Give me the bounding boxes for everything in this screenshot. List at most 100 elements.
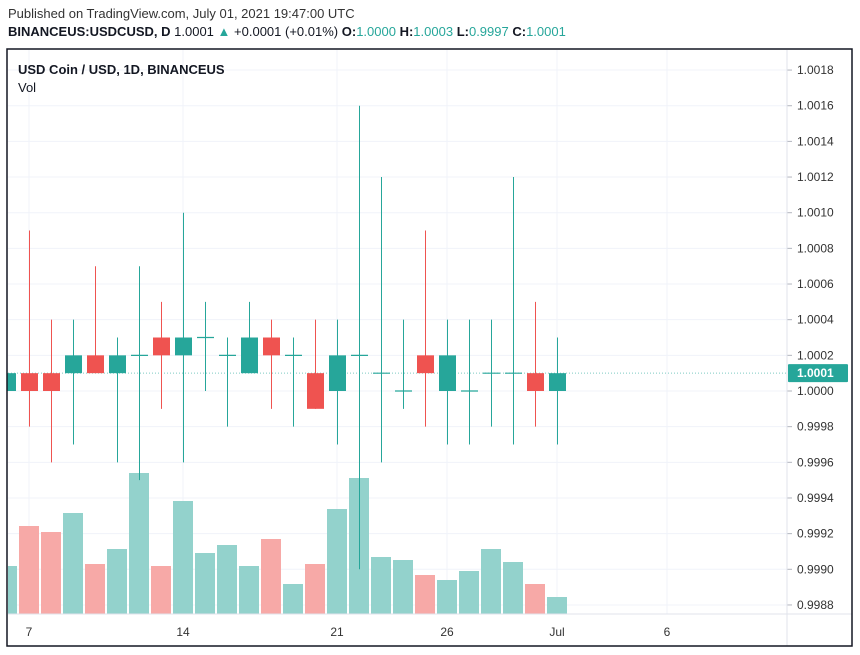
up-arrow-icon: ▲ — [217, 24, 231, 39]
candle — [241, 301, 258, 374]
y-tick-label: 0.9994 — [797, 491, 834, 505]
volume-bar — [151, 566, 171, 614]
candle-body — [527, 373, 544, 391]
x-tick-label: 7 — [26, 625, 33, 639]
x-tick-label: 6 — [664, 625, 671, 639]
x-tick-label: 14 — [176, 625, 190, 639]
volume-bar — [525, 584, 545, 614]
y-tick-label: 1.0016 — [797, 99, 834, 113]
candle-body — [307, 373, 324, 409]
last-price: 1.0001 — [174, 24, 214, 39]
y-tick-label: 1.0008 — [797, 241, 834, 255]
candle-body — [153, 337, 170, 356]
candle — [329, 319, 346, 445]
last-price-label: 1.0001 — [797, 366, 834, 380]
candle-body — [87, 355, 104, 374]
y-tick-label: 0.9992 — [797, 527, 834, 541]
volume-bar — [503, 562, 523, 614]
volume-bar — [261, 539, 281, 614]
candle — [153, 301, 170, 409]
grid — [8, 50, 787, 614]
y-tick-label: 0.9998 — [797, 420, 834, 434]
y-tick-label: 0.9988 — [797, 598, 834, 612]
volume-bar — [393, 560, 413, 614]
volume-bar — [547, 597, 567, 614]
y-tick-label: 1.0018 — [797, 63, 834, 77]
low-value: 0.9997 — [468, 24, 509, 39]
axes: 1.0018 1.0016 1.0014 1.0012 1.0010 1.0008 1.00… — [8, 50, 852, 646]
high-label: H: — [399, 24, 414, 39]
candle — [219, 337, 236, 427]
candle-body — [329, 355, 346, 391]
volume-bar — [8, 566, 17, 614]
high-value: 1.0003 — [413, 24, 454, 39]
y-tick-label: 1.0012 — [797, 170, 834, 184]
volume-bar — [217, 545, 237, 614]
y-tick-label: 0.9990 — [797, 562, 834, 576]
candle-body — [8, 373, 16, 391]
candle-body — [21, 373, 38, 391]
volume-bar — [63, 513, 83, 614]
candle-body — [43, 373, 60, 391]
change: +0.0001 (+0.01%) — [234, 24, 339, 39]
candle — [439, 319, 456, 445]
candle — [351, 105, 368, 570]
candle — [263, 319, 280, 409]
volume-bar — [327, 509, 347, 614]
candle-body — [439, 355, 456, 391]
volume-indicator-label[interactable]: Vol — [18, 80, 37, 95]
candle — [197, 301, 214, 391]
candle — [43, 319, 60, 463]
x-tick-label: 21 — [330, 625, 344, 639]
candle — [395, 319, 412, 409]
candle-body — [65, 355, 82, 374]
candle-body — [549, 373, 566, 391]
candle-body — [417, 355, 434, 374]
candle — [21, 230, 38, 427]
volume-bar — [415, 575, 435, 614]
candle — [87, 266, 104, 374]
chart-title: USD Coin / USD, 1D, BINANCEUS — [18, 62, 225, 77]
volume-bar — [107, 549, 127, 614]
volume-bars — [8, 473, 567, 614]
candle — [417, 230, 434, 427]
volume-bar — [305, 564, 325, 614]
candle-body — [109, 355, 126, 374]
y-tick-label: 0.9996 — [797, 455, 834, 469]
published-line: Published on TradingView.com, July 01, 2… — [8, 6, 355, 21]
y-tick-label: 1.0002 — [797, 348, 834, 362]
y-tick-label: 1.0004 — [797, 313, 834, 327]
candle — [505, 177, 522, 445]
candle — [65, 319, 82, 445]
volume-bar — [129, 473, 149, 614]
x-tick-label: Jul — [549, 625, 564, 639]
symbol: BINANCEUS:USDCUSD, D — [8, 24, 171, 39]
symbol-line: BINANCEUS:USDCUSD, D 1.0001 ▲ +0.0001 (+… — [8, 24, 566, 39]
volume-bar — [19, 526, 39, 614]
candle — [109, 337, 126, 463]
chart-frame — [6, 48, 853, 647]
volume-bar — [85, 564, 105, 614]
candle — [527, 301, 544, 427]
last-price-badge — [788, 364, 848, 383]
candles — [7, 105, 566, 570]
candle — [7, 373, 16, 391]
open-label: O: — [341, 24, 357, 39]
volume-bar — [41, 532, 61, 614]
candle-body — [263, 337, 280, 356]
candle — [461, 319, 478, 445]
y-tick-label: 1.0014 — [797, 134, 834, 148]
candle — [483, 319, 500, 427]
low-label: L: — [456, 24, 469, 39]
candle-body — [175, 337, 192, 356]
volume-bar — [481, 549, 501, 614]
y-tick-label: 1.0006 — [797, 277, 834, 291]
candle — [131, 266, 148, 481]
close-label: C: — [512, 24, 527, 39]
volume-bar — [437, 580, 457, 614]
volume-bar — [371, 557, 391, 614]
candle — [549, 337, 566, 445]
open-value: 1.0000 — [356, 24, 396, 39]
x-tick-label: 26 — [440, 625, 454, 639]
